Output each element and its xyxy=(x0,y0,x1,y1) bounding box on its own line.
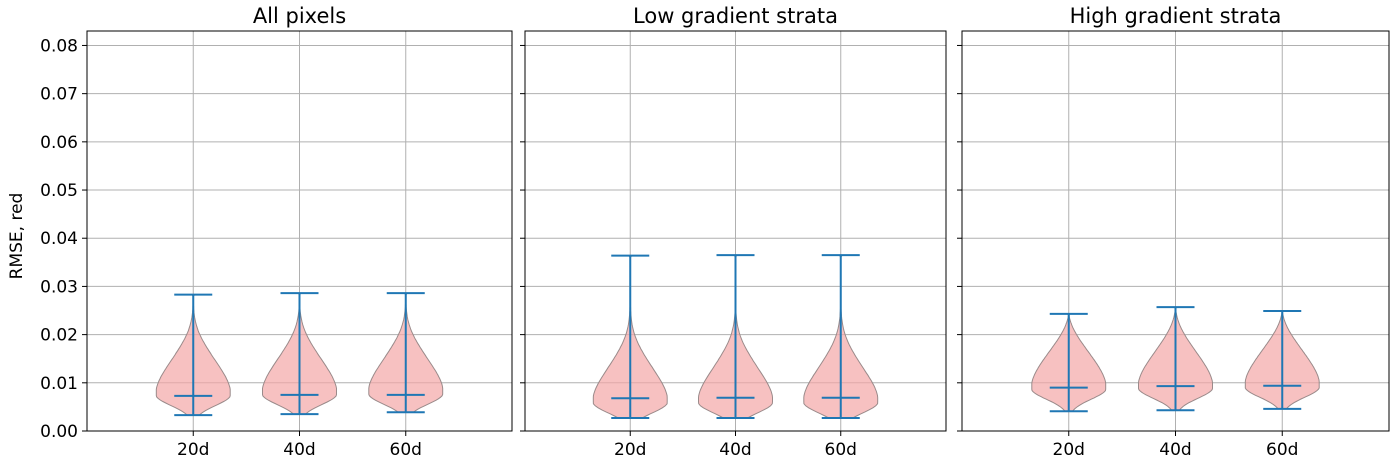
y-tick-label: 0.08 xyxy=(40,36,78,56)
x-tick-label: 40d xyxy=(719,440,751,460)
panel-2: 20d 40d 60d Low gradient strata xyxy=(520,4,947,460)
y-tick-label: 0.05 xyxy=(40,181,78,201)
x-tick-label: 20d xyxy=(177,440,209,460)
y-tick-label: 0.02 xyxy=(40,326,78,346)
x-tick-label: 60d xyxy=(390,440,422,460)
panel-3: 20d 40d 60d High gradient strata xyxy=(957,4,1390,460)
y-tick-label: 0.03 xyxy=(40,277,78,297)
x-tick-label: 40d xyxy=(283,440,315,460)
y-tick-label: 0.07 xyxy=(40,85,78,105)
x-tick-label: 20d xyxy=(1053,440,1085,460)
y-tick-label: 0.04 xyxy=(40,229,78,249)
y-tick-label: 0.01 xyxy=(40,374,78,394)
panel-1: 0.00 0.01 0.02 0.03 0.04 0.05 0.06 0.07 0.08 20d 4… xyxy=(40,4,513,460)
x-tick-label: 20d xyxy=(614,440,646,460)
y-axis-label: RMSE, red xyxy=(7,193,27,280)
panel-title: High gradient strata xyxy=(1070,4,1282,28)
y-tick-label: 0.06 xyxy=(40,133,78,153)
x-tick-label: 60d xyxy=(1266,440,1298,460)
y-tick-label: 0.00 xyxy=(40,422,78,442)
x-tick-label: 40d xyxy=(1159,440,1191,460)
panel-frame xyxy=(524,30,947,432)
panel-title: All pixels xyxy=(253,4,346,28)
panel-frame xyxy=(961,30,1390,432)
x-tick-label: 60d xyxy=(825,440,857,460)
panel-frame xyxy=(86,30,513,432)
panel-title: Low gradient strata xyxy=(633,4,838,28)
